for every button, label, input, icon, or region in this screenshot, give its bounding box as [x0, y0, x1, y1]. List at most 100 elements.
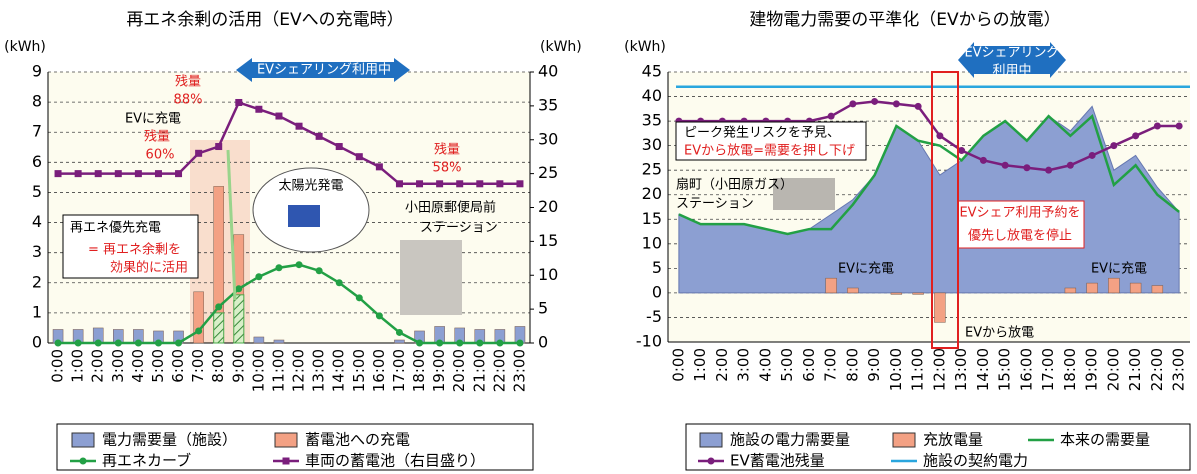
marker — [436, 180, 444, 188]
x-tick-label: 8:00 — [209, 349, 227, 383]
legend-marker — [282, 457, 290, 465]
marker — [355, 153, 363, 161]
legend-label: 蓄電池への充電 — [305, 431, 410, 449]
x-tick-label: 0:00 — [669, 348, 687, 382]
legend-label: 施設の契約電力 — [923, 452, 1028, 470]
y-tick-label: 40 — [642, 86, 662, 105]
y-tick-label: 5 — [652, 258, 662, 277]
y-tick-label: 1 — [32, 302, 42, 321]
annotation: 扇町（小田原ガス） — [676, 177, 793, 193]
marker — [516, 339, 524, 347]
y-tick-label: 0 — [32, 333, 42, 352]
marker — [114, 170, 122, 178]
photo — [773, 178, 835, 210]
legend-label: 車両の蓄電池（右目盛り） — [305, 452, 485, 470]
marker — [827, 112, 835, 120]
legend-swatch — [71, 432, 95, 448]
marker — [456, 339, 464, 347]
x-tick-label: 10:00 — [249, 349, 267, 392]
annotation: = 再エネ余剰を — [88, 242, 181, 258]
x-tick-label: 21:00 — [1126, 348, 1144, 391]
highlight-box — [931, 71, 959, 349]
marker — [235, 98, 243, 106]
legend-box — [56, 423, 534, 471]
marker — [275, 112, 283, 120]
x-tick-label: 4:00 — [129, 349, 147, 383]
photo — [400, 240, 462, 315]
solar-icon — [288, 205, 320, 227]
annotation: EVシェアリング利用中 — [257, 63, 391, 78]
callout-box — [957, 200, 1085, 249]
annotation: 残量 — [144, 130, 170, 145]
marker — [1088, 151, 1096, 159]
x-tick-label: 23:00 — [510, 349, 528, 392]
annotation: 効果的に活用 — [110, 260, 188, 276]
marker — [195, 149, 203, 157]
legend-marker — [79, 457, 87, 465]
annotation: EVシェア利用予約を — [959, 206, 1080, 221]
x-tick-label: 13:00 — [310, 349, 328, 392]
annotation: 88% — [174, 93, 203, 108]
y-tick-label: 10 — [642, 233, 662, 252]
x-tick-label: 7:00 — [822, 348, 840, 382]
y-tick-label: 7 — [32, 122, 42, 141]
marker — [54, 339, 62, 347]
marker — [395, 180, 403, 188]
x-tick-label: 3:00 — [735, 348, 753, 382]
marker — [275, 264, 283, 272]
annotation: 利用中 — [992, 64, 1031, 79]
marker — [195, 327, 203, 335]
legend-swatch — [699, 432, 723, 448]
marker — [416, 180, 424, 188]
y-tick-label: 45 — [642, 62, 662, 81]
y-tick-label: -5 — [646, 307, 662, 326]
marker — [1175, 122, 1183, 130]
marker — [496, 339, 504, 347]
marker — [979, 156, 987, 164]
y-tick-label: 6 — [32, 152, 42, 171]
marker — [255, 105, 263, 113]
marker — [295, 122, 303, 130]
x-tick-label: 11:00 — [269, 349, 287, 392]
marker — [849, 100, 857, 108]
marker — [94, 339, 102, 347]
marker — [175, 170, 183, 178]
x-tick-label: 17:00 — [390, 349, 408, 392]
marker — [114, 339, 122, 347]
legend-label: 再エネカーブ — [102, 452, 191, 470]
line — [678, 113, 1180, 236]
marker — [1045, 166, 1053, 174]
x-tick-label: 19:00 — [430, 349, 448, 392]
banner-arrow — [958, 42, 1066, 78]
annotation: ピーク発生リスクを予見、 — [684, 126, 840, 141]
bar — [1108, 277, 1120, 294]
marker — [134, 339, 142, 347]
x-tick-label: 17:00 — [1039, 348, 1057, 391]
x-tick-label: 6:00 — [169, 349, 187, 383]
x-tick-label: 16:00 — [370, 349, 388, 392]
y-tick-label: 9 — [32, 62, 42, 81]
marker — [74, 339, 82, 347]
x-tick-label: 21:00 — [470, 349, 488, 392]
y-tick-label: 0 — [652, 282, 662, 301]
x-tick-label: 5:00 — [149, 349, 167, 383]
marker — [436, 339, 444, 347]
y-tick-label: 20 — [642, 184, 662, 203]
marker — [94, 170, 102, 178]
y2-axis-label: (kWh) — [540, 39, 582, 55]
bar — [1064, 287, 1077, 294]
marker — [1066, 161, 1074, 169]
marker — [235, 285, 243, 293]
legend-label: 施設の電力需要量 — [730, 431, 850, 449]
x-tick-label: 6:00 — [800, 348, 818, 382]
x-tick-label: 8:00 — [843, 348, 861, 382]
x-tick-label: 15:00 — [996, 348, 1014, 391]
x-tick-label: 7:00 — [189, 349, 207, 383]
y-tick-label: 30 — [642, 135, 662, 154]
annotation: 太陽光発電 — [278, 179, 343, 194]
annotation: 残量 — [175, 75, 201, 90]
legend-label: 充放電量 — [923, 431, 983, 449]
marker — [395, 328, 403, 336]
bar — [890, 292, 903, 295]
x-tick-label: 5:00 — [778, 348, 796, 382]
